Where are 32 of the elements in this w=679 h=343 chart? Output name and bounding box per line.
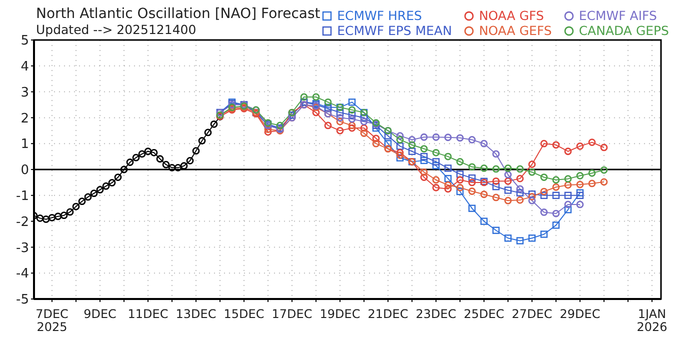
chart-subtitle: Updated --> 2025121400: [36, 22, 198, 38]
legend-label: NOAA GEFS: [478, 23, 552, 38]
legend-label: CANADA GEPS: [578, 23, 669, 38]
y-tick-label: -3: [16, 240, 29, 256]
x-tick-label: 21DEC: [368, 307, 408, 321]
legend-label: ECMWF AIFS: [578, 8, 658, 23]
chart-title: North Atlantic Oscillation [NAO] Forecast: [36, 6, 320, 22]
legend-label: ECMWF EPS MEAN: [336, 23, 452, 38]
y-tick-label: 2: [20, 111, 29, 126]
y-tick-label: -1: [16, 189, 29, 204]
y-tick-label: 4: [20, 60, 29, 75]
x-tick-label: 11DEC: [128, 307, 168, 321]
x-tick-label: 17DEC: [272, 307, 312, 321]
x-tick-label: 15DEC: [224, 307, 264, 321]
y-tick-label: 0: [20, 163, 29, 178]
legend-label: NOAA GFS: [478, 8, 545, 23]
x-tick-label: 1JAN 2026: [636, 307, 668, 334]
x-tick-label: 7DEC 2025: [36, 307, 68, 334]
y-tick-label: 5: [20, 34, 29, 49]
x-tick-label: 19DEC: [320, 307, 360, 321]
x-tick-label: 9DEC: [84, 307, 116, 321]
x-tick-label: 29DEC: [560, 307, 600, 321]
y-tick-label: 3: [20, 85, 29, 100]
x-tick-label: 13DEC: [176, 307, 216, 321]
y-tick-label: -5: [16, 292, 29, 308]
y-tick-label: -2: [16, 214, 29, 230]
legend-label: ECMWF HRES: [336, 8, 423, 23]
x-tick-label: 23DEC: [416, 307, 456, 321]
x-tick-label: 25DEC: [464, 307, 504, 321]
x-tick-label: 27DEC: [512, 307, 552, 321]
y-tick-label: -4: [16, 266, 29, 282]
y-tick-label: 1: [20, 137, 29, 152]
